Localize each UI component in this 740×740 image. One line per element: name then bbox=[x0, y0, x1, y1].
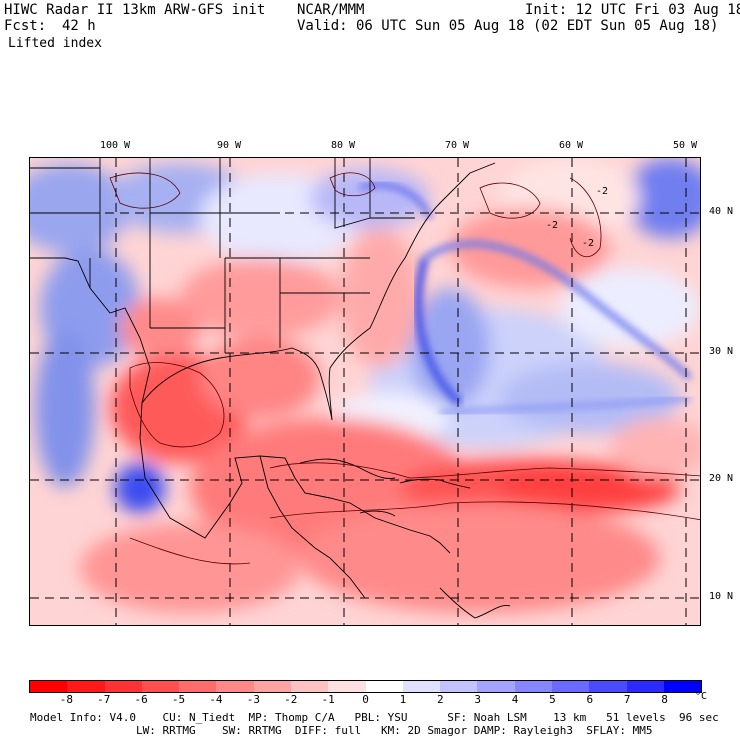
colorbar-swatch bbox=[216, 681, 254, 692]
colorbar-unit: °C bbox=[694, 691, 708, 702]
lat-label-10n: 10 N bbox=[709, 591, 734, 602]
colorbar-tick-label: 2 bbox=[436, 693, 444, 706]
lon-label-70w: 70 W bbox=[444, 140, 470, 151]
lon-label-100w: 100 W bbox=[99, 140, 131, 151]
colorbar-tick-label: -4 bbox=[209, 693, 223, 706]
coastlines bbox=[30, 158, 511, 619]
colorbar-tick-label: -2 bbox=[284, 693, 298, 706]
contour-label: -2 bbox=[546, 220, 559, 231]
forecast-hour: 42 h bbox=[62, 18, 96, 34]
valid-time: Valid: 06 UTC Sun 05 Aug 18 (02 EDT Sun … bbox=[297, 18, 719, 34]
colorbar-swatch bbox=[551, 681, 590, 692]
stable-band-core bbox=[414, 256, 463, 407]
lat-label-40n: 40 N bbox=[709, 206, 734, 217]
lon-label-90w: 90 W bbox=[216, 140, 242, 151]
colorbar-tick-label: 1 bbox=[399, 693, 407, 706]
colorbar-tick-label: 3 bbox=[474, 693, 481, 706]
colorbar-swatch bbox=[67, 681, 105, 692]
colorbar bbox=[29, 680, 702, 693]
colorbar-tick-label: 8 bbox=[661, 693, 668, 706]
colorbar-swatch bbox=[589, 681, 627, 692]
colorbar-swatch bbox=[179, 681, 217, 692]
colorbar-swatch bbox=[626, 681, 664, 692]
contour-label: -2 bbox=[596, 186, 609, 197]
colorbar-tick-label: 7 bbox=[623, 693, 631, 706]
colorbar-tick-label: -8 bbox=[59, 693, 73, 706]
lat-lon-grid bbox=[30, 158, 700, 625]
colorbar-tick-label: -5 bbox=[171, 693, 186, 706]
colorbar-swatch bbox=[365, 681, 403, 692]
map-canvas bbox=[30, 158, 700, 625]
model-title: HIWC Radar II 13km ARW-GFS init bbox=[4, 2, 266, 18]
colorbar-tick-label: 0 bbox=[362, 693, 369, 706]
model-info-line-2: LW: RRTMG SW: RRTMG DIFF: full KM: 2D Sm… bbox=[30, 724, 653, 737]
colorbar-swatch bbox=[328, 681, 366, 692]
colorbar-tick-label: 4 bbox=[511, 693, 519, 706]
source-label: NCAR/MMM bbox=[297, 2, 365, 18]
colorbar-tick-label: -3 bbox=[246, 693, 260, 706]
colorbar-swatch bbox=[440, 681, 478, 692]
colorbar-tick-label: 6 bbox=[586, 693, 594, 706]
lon-label-50w: 50 W bbox=[672, 140, 698, 151]
init-time: Init: 12 UTC Fri 03 Aug 18 bbox=[525, 2, 740, 18]
colorbar-tick-label: -7 bbox=[97, 693, 111, 706]
colorbar-swatch bbox=[290, 681, 329, 692]
field-name: Lifted index bbox=[8, 36, 102, 51]
colorbar-swatch bbox=[663, 681, 702, 692]
shading-field bbox=[30, 158, 700, 613]
colorbar-swatch bbox=[253, 681, 291, 692]
lon-label-80w: 80 W bbox=[330, 140, 356, 151]
lifted-index-map: -2 -2 -2 bbox=[29, 157, 701, 626]
colorbar-swatch bbox=[477, 681, 515, 692]
colorbar-tick-label: -6 bbox=[134, 693, 148, 706]
lat-label-20n: 20 N bbox=[709, 473, 734, 484]
colorbar-tick-label: 5 bbox=[549, 693, 556, 706]
lat-label-30n: 30 N bbox=[709, 346, 734, 357]
colorbar-swatch bbox=[30, 681, 68, 692]
colorbar-swatch bbox=[141, 681, 180, 692]
forecast-label: Fcst: bbox=[4, 18, 47, 34]
stable-band-east bbox=[439, 395, 691, 416]
lon-label-60w: 60 W bbox=[558, 140, 584, 151]
colorbar-swatch bbox=[514, 681, 552, 692]
li-contours bbox=[109, 172, 700, 565]
colorbar-swatch bbox=[104, 681, 142, 692]
contour-label: -2 bbox=[582, 238, 595, 249]
colorbar-tick-label: -1 bbox=[321, 693, 335, 706]
stable-band-north bbox=[359, 182, 433, 220]
model-info-line-1: Model Info: V4.0 CU: N_Tiedt MP: Thomp C… bbox=[30, 711, 719, 724]
stable-band bbox=[423, 241, 693, 381]
colorbar-swatch bbox=[402, 681, 441, 692]
